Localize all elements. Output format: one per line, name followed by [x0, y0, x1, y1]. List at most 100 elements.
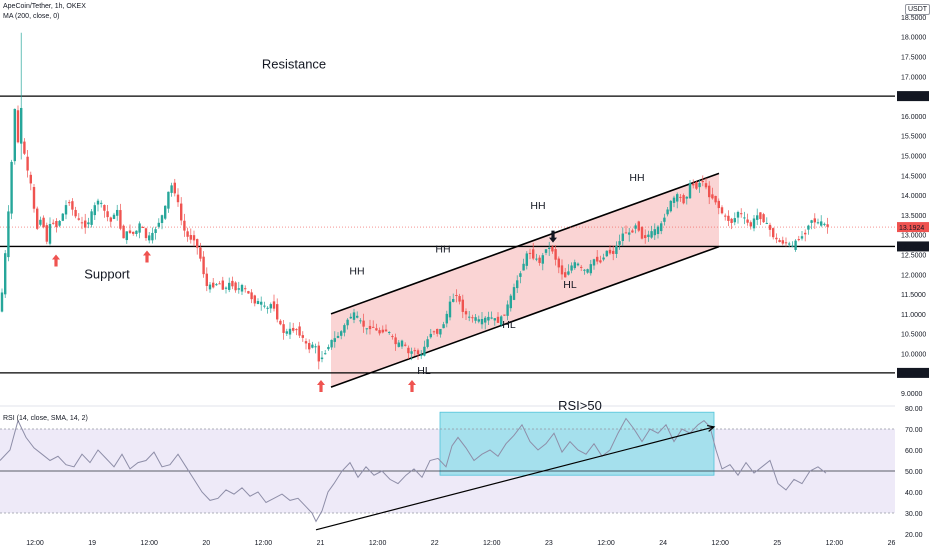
candle-up — [336, 335, 340, 338]
price-tick-label: 15.0000 — [901, 154, 926, 161]
candle-down — [173, 182, 176, 194]
candle-down — [768, 224, 772, 230]
rsi-box-label: RSI>50 — [558, 398, 602, 413]
candle-up — [666, 209, 669, 215]
candle-down — [554, 249, 557, 260]
candle-up — [477, 319, 480, 322]
candles-layer — [0, 32, 829, 370]
rsi-layer — [0, 417, 895, 531]
candle-up — [167, 191, 170, 209]
candle-up — [468, 316, 471, 318]
candle-down — [199, 247, 202, 259]
price-tick-label: 12.5000 — [901, 253, 926, 260]
price-tick-label: 12.0000 — [901, 272, 926, 279]
currency-badge[interactable]: USDT — [905, 4, 931, 15]
candle-down — [77, 218, 80, 220]
candle-up — [100, 202, 103, 204]
candle-down — [362, 320, 365, 327]
candle-down — [119, 210, 122, 229]
price-tick-label: 9.0000 — [901, 391, 923, 398]
candle-up — [736, 211, 740, 218]
price-tick-label: 14.0000 — [901, 193, 926, 200]
candle-down — [234, 282, 237, 291]
candle-up — [788, 243, 791, 245]
candle-up — [439, 328, 442, 335]
candle-up — [324, 353, 327, 355]
candle-down — [45, 225, 48, 242]
candle-up — [820, 221, 823, 226]
candle-up — [311, 344, 314, 348]
rsi-box-layer — [439, 411, 715, 476]
candle-up — [615, 246, 618, 254]
candle-up — [487, 316, 490, 321]
candle-down — [23, 141, 26, 154]
candle-up — [160, 215, 164, 224]
candle-down — [404, 344, 407, 346]
time-tick-label: 22 — [431, 540, 439, 547]
candle-down — [826, 224, 829, 227]
candle-up — [484, 317, 487, 323]
candle-up — [285, 331, 288, 334]
candle-down — [279, 320, 282, 325]
candle-down — [16, 110, 20, 143]
candle-up — [525, 253, 528, 266]
candle-up — [452, 299, 455, 302]
candle-up — [535, 258, 538, 260]
candle-down — [746, 219, 749, 223]
candle-up — [752, 218, 756, 229]
candle-up — [135, 230, 138, 234]
candle-down — [759, 212, 762, 220]
candle-up — [573, 262, 576, 269]
candle-down — [695, 182, 698, 189]
candle-down — [436, 328, 439, 334]
candle-up — [64, 205, 68, 215]
candle-down — [106, 211, 109, 218]
candle-down — [813, 218, 816, 223]
candle-up — [791, 245, 794, 247]
channel-fill — [331, 173, 719, 388]
candle-up — [634, 225, 637, 229]
candle-down — [727, 215, 730, 221]
level-price-tag — [897, 241, 929, 252]
annotation-label: HL — [502, 319, 516, 331]
rsi-tick-label: 80.00 — [905, 406, 923, 413]
candle-down — [71, 201, 74, 210]
candle-down — [295, 329, 298, 331]
candle-down — [564, 272, 567, 278]
candle-up — [676, 194, 679, 202]
candle-up — [541, 255, 544, 264]
candle-down — [189, 235, 192, 240]
candle-up — [800, 236, 804, 239]
candle-down — [781, 240, 784, 244]
candle-down — [557, 258, 560, 268]
rsi-tick-label: 40.00 — [905, 490, 923, 497]
candle-down — [679, 196, 682, 198]
candle-up — [61, 213, 64, 221]
candle-up — [420, 354, 423, 357]
candle-down — [596, 256, 599, 262]
candle-up — [653, 229, 656, 236]
candle-down — [692, 183, 695, 186]
candle-up — [685, 196, 688, 199]
candle-up — [4, 253, 7, 295]
level-price-label: 12.7037 — [899, 244, 924, 251]
candle-down — [778, 240, 781, 243]
price-tick-label: 10.0000 — [901, 352, 926, 359]
candle-up — [576, 263, 580, 266]
candle-down — [253, 295, 256, 304]
candle-down — [375, 328, 378, 331]
time-tick-label: 20 — [202, 540, 210, 547]
candle-up — [660, 223, 663, 232]
candle-down — [740, 213, 743, 215]
price-tick-label: 18.5000 — [901, 15, 926, 22]
candle-down — [183, 220, 186, 231]
candle-down — [381, 329, 384, 333]
candle-up — [260, 301, 263, 305]
rsi-tick-label: 20.00 — [905, 532, 923, 539]
candle-down — [176, 194, 180, 203]
candle-down — [196, 239, 199, 248]
candle-down — [368, 325, 372, 330]
candle-down — [711, 194, 714, 199]
candle-up — [816, 222, 820, 224]
price-tick-label: 9.5000 — [901, 371, 923, 378]
